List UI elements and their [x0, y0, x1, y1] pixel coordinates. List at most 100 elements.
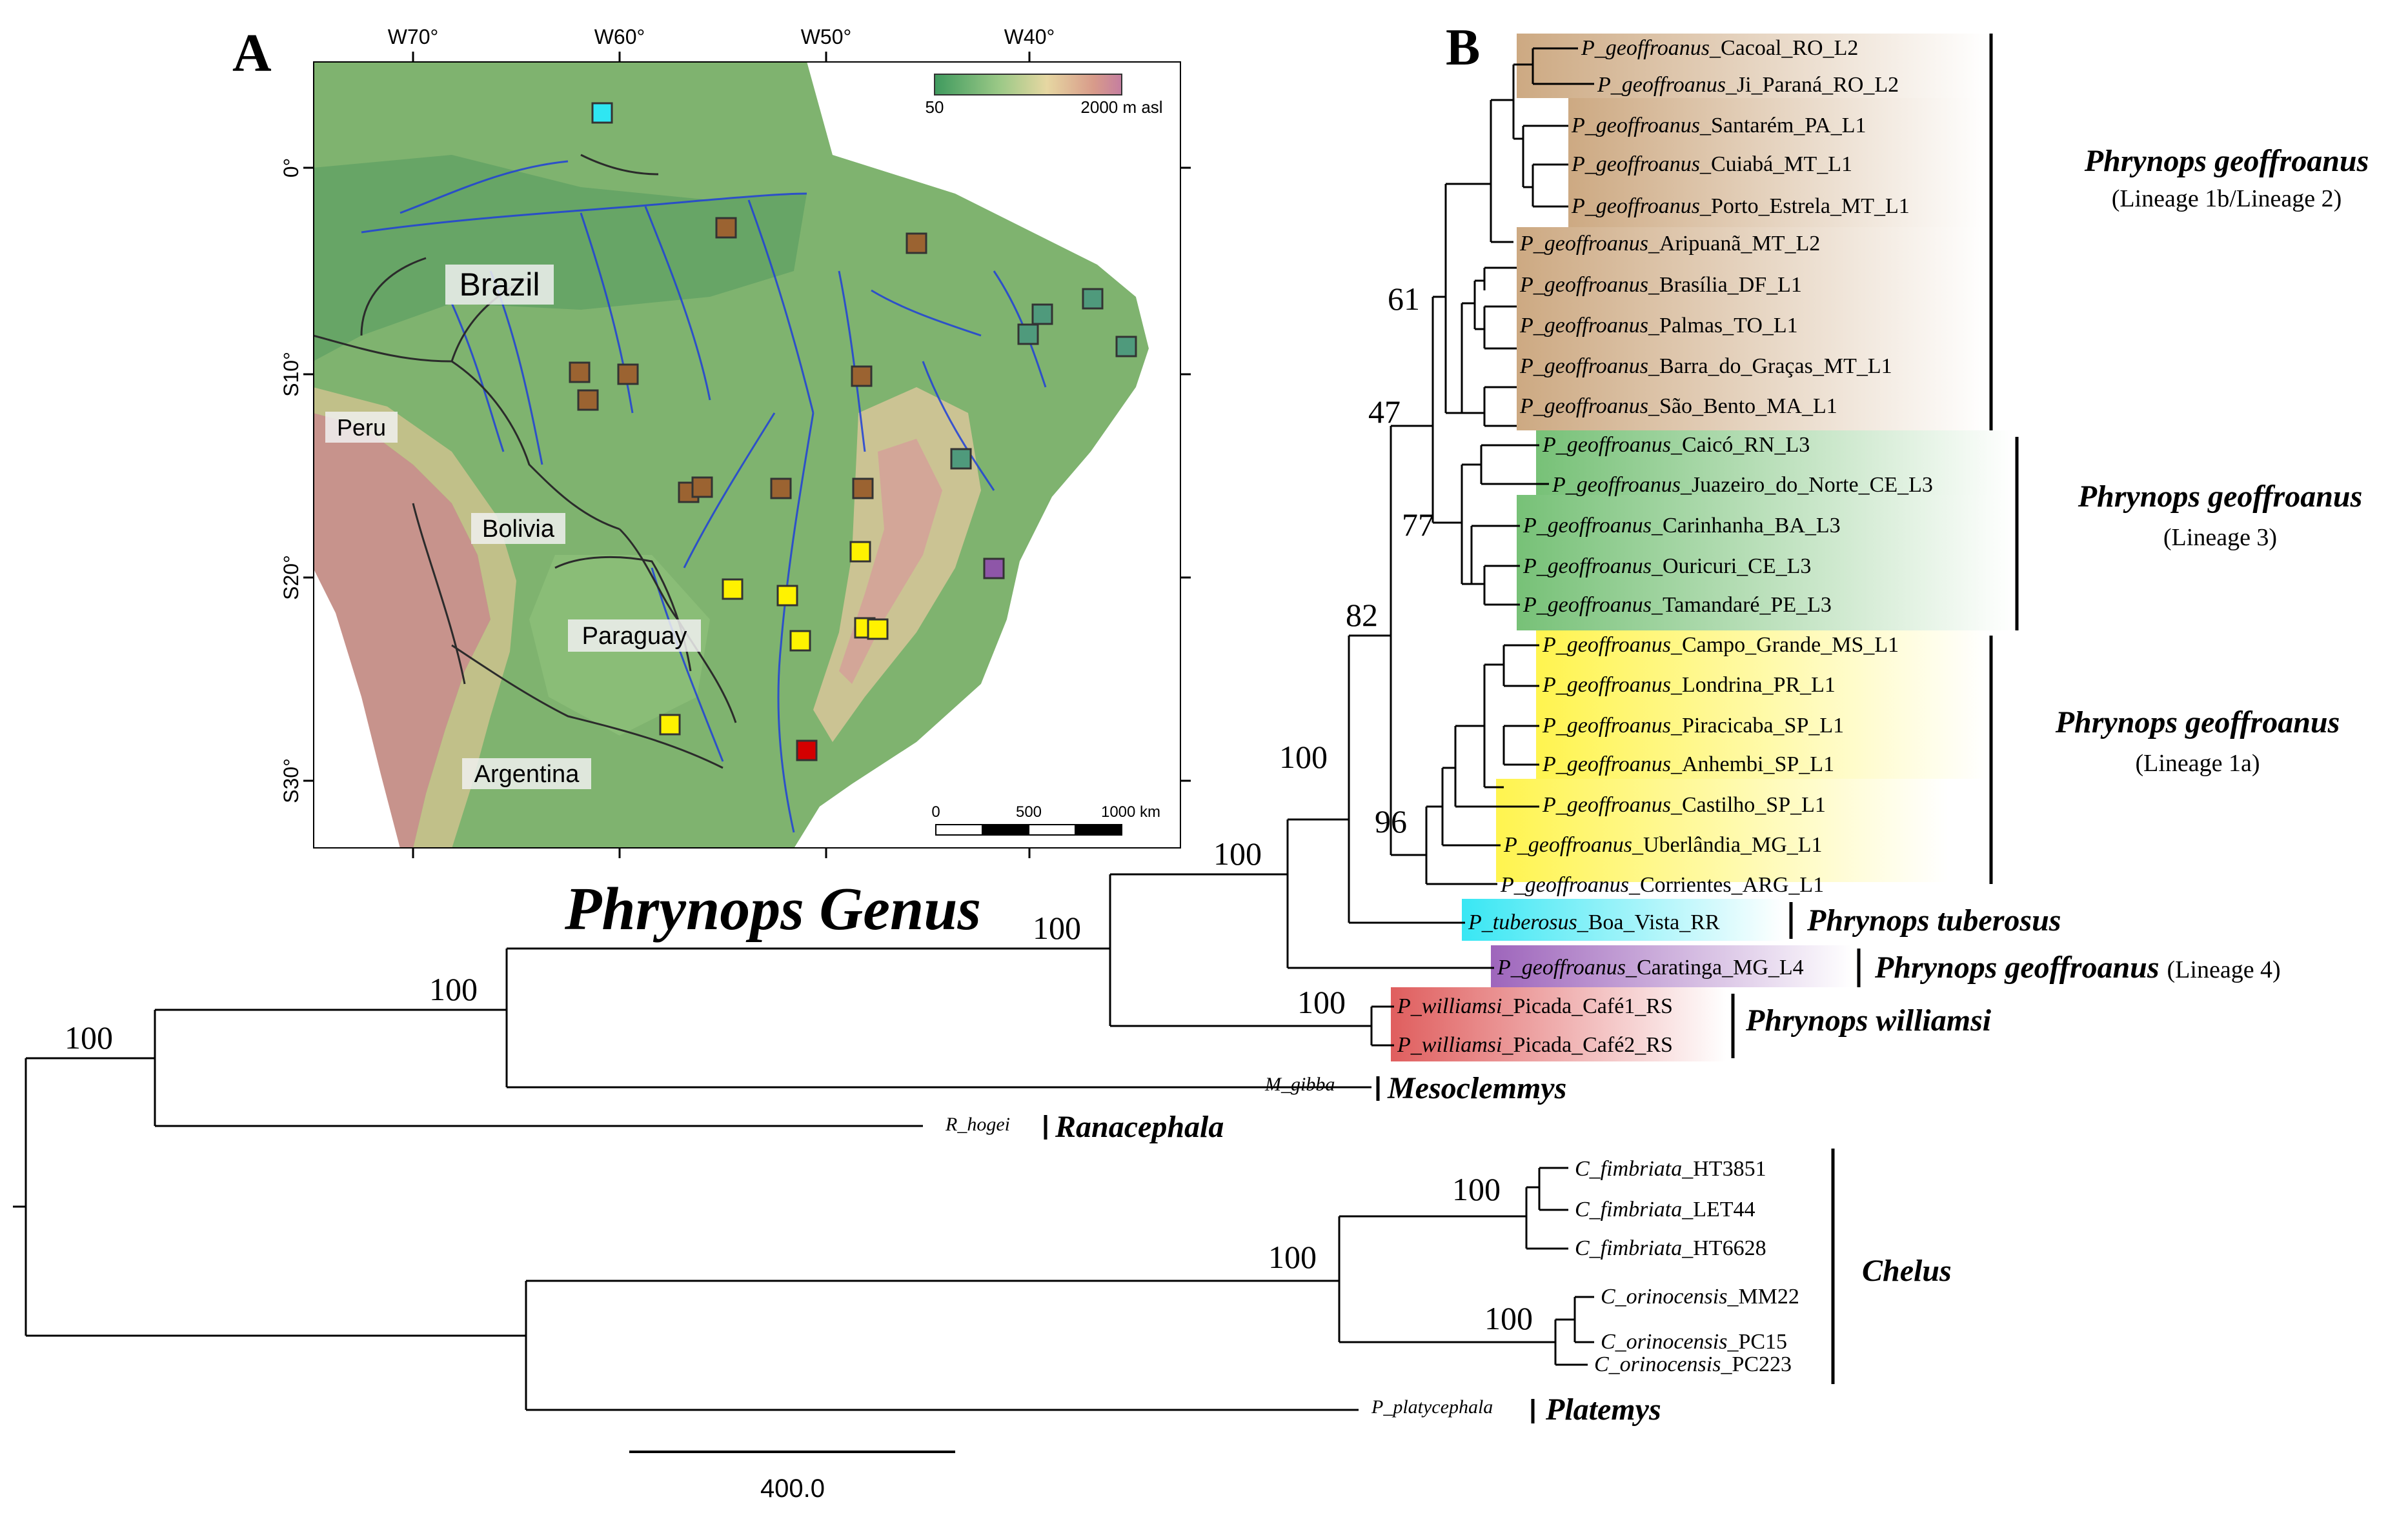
country-borders [313, 154, 737, 769]
genus-title: Phrynops Genus [564, 876, 981, 943]
sample-marker-yellow [849, 541, 871, 563]
clade-sub-lineage-1b2: (Lineage 1b/Lineage 2) [2112, 185, 2342, 212]
map-panel: A [232, 23, 1191, 858]
tip-label: C_orinocensis_PC15 [1601, 1330, 1787, 1354]
sample-marker-green [1115, 336, 1137, 357]
clade-sub-lineage-3: (Lineage 3) [2163, 524, 2277, 551]
tip-label: C_fimbriata_LET44 [1575, 1198, 1755, 1221]
support-value: 61 [1388, 281, 1420, 317]
clade-name-tuberosus: Phrynops tuberosus [1806, 903, 2061, 938]
country-label-peru: Peru [337, 414, 386, 441]
support-value: 96 [1375, 803, 1407, 839]
support-value: 100 [1213, 836, 1262, 872]
tip-label: P_williamsi_Picada_Café2_RS [1397, 1033, 1673, 1057]
clade-sub-lineage-1a: (Lineage 1a) [2135, 750, 2260, 777]
sample-marker-brown [770, 477, 792, 499]
tip-label: P_geoffroanus_Londrina_PR_L1 [1542, 673, 1836, 697]
support-value: 100 [1033, 910, 1081, 946]
lon-tick-label: W50° [801, 25, 852, 48]
tip-label: P_geoffroanus_Castilho_SP_L1 [1542, 793, 1826, 817]
tip-label: P_geoffroanus_Santarém_PA_L1 [1571, 114, 1866, 137]
highlight-lineage-1b2 [1568, 98, 1988, 227]
sample-marker-green [1017, 323, 1039, 345]
tree-scalebar: 400.0 [629, 1451, 955, 1503]
highlight-tuberosus [1462, 899, 1785, 941]
pacific-ocean [313, 568, 400, 849]
clade-name-mesoclemmys: Mesoclemmys [1387, 1071, 1566, 1105]
tip-label: P_geoffroanus_Ouricuri_CE_L3 [1523, 554, 1811, 578]
tree-scale-label: 400.0 [760, 1474, 825, 1503]
clade-name-ranacephala: Ranacephala [1055, 1110, 1224, 1144]
andes-foothills [313, 387, 516, 849]
support-value: 100 [1268, 1239, 1317, 1275]
tip-label: P_geoffroanus_Barra_do_Graças_MT_L1 [1519, 354, 1892, 378]
scalebar-label: 1000 km [1101, 803, 1160, 821]
support-value: 100 [65, 1020, 113, 1056]
support-value: 100 [1297, 984, 1346, 1020]
lon-tick-label: W70° [388, 25, 439, 48]
map-ticks [303, 52, 1191, 858]
sample-marker-brown [569, 361, 591, 383]
tip-label: P_geoffroanus_Porto_Estrela_MT_L1 [1571, 194, 1910, 218]
elevation-max-label: 2000 m asl [1080, 97, 1162, 117]
highlight-lineage-1a [1536, 630, 1988, 779]
sample-marker-yellow [776, 585, 798, 607]
panel-letter-b: B [1446, 19, 1480, 76]
amazon-lowlands [313, 155, 807, 361]
longitude-labels: W70° W60° W50° W40° [388, 25, 1055, 48]
sample-marker-brown [852, 477, 874, 499]
highlight-lineage-3 [1517, 495, 2014, 630]
sample-marker-yellow [722, 578, 744, 600]
tip-label: P_geoffroanus_Tamandaré_PE_L3 [1523, 593, 1832, 617]
sample-marker-yellow [789, 630, 811, 652]
support-value: 100 [1452, 1171, 1501, 1207]
sample-marker-brown [617, 363, 639, 385]
clade-name-platemys: Platemys [1545, 1392, 1661, 1427]
lat-tick-label: 0° [279, 158, 303, 178]
tip-label: P_geoffroanus_Campo_Grande_MS_L1 [1542, 633, 1899, 657]
sample-marker-green [1082, 288, 1104, 310]
sample-markers [569, 102, 1137, 761]
map-scalebar: 0 500 1000 km [931, 803, 1160, 836]
highlight-lineage-4 [1491, 945, 1852, 987]
tip-label: P_geoffroanus_Ji_Paraná_RO_L2 [1597, 73, 1899, 97]
support-value: 100 [1279, 739, 1328, 775]
sample-marker-red [796, 739, 818, 761]
support-value: 100 [1484, 1300, 1533, 1336]
sample-marker-brown [691, 476, 713, 498]
tip-label: C_orinocensis_MM22 [1601, 1285, 1799, 1309]
clade-sub-lineage-4: (Lineage 4) [2167, 956, 2281, 983]
lon-tick-label: W40° [1004, 25, 1055, 48]
tree-panel: B Phrynops Genus [13, 19, 2369, 1503]
tip-label: C_orinocensis_PC223 [1594, 1352, 1792, 1376]
lon-tick-label: W60° [594, 25, 645, 48]
sample-marker-brown [906, 232, 927, 254]
lat-tick-label: S30° [279, 758, 303, 803]
clade-highlights [1391, 34, 2014, 1061]
tip-label: P_geoffroanus_Caratinga_MG_L4 [1497, 956, 1804, 980]
tip-label: P_geoffroanus_Aripuanã_MT_L2 [1519, 232, 1820, 256]
sample-marker-yellow [659, 714, 681, 736]
clade-name-lineage-1a: Phrynops geoffroanus [2055, 705, 2340, 739]
support-values: 61 47 77 82 96 100 100 100 100 100 100 1… [65, 281, 1533, 1336]
atlantic-ocean [794, 61, 1181, 849]
clade-name-lineage-4-name: Phrynops geoffroanus [1874, 950, 2160, 985]
sample-marker-green [950, 448, 972, 470]
tip-label: P_geoffroanus_Cacoal_RO_L2 [1581, 36, 1858, 60]
lat-tick-label: S10° [279, 352, 303, 397]
tip-label: R_hogei [945, 1114, 1010, 1135]
country-label-argentina: Argentina [474, 761, 580, 788]
tip-label: P_geoffroanus_Cuiabá_MT_L1 [1571, 152, 1852, 176]
clade-bars [1044, 34, 2019, 1423]
support-value: 100 [429, 971, 478, 1007]
highlight-lineage-1a [1496, 779, 1948, 882]
clade-labels: Phrynops geoffroanus (Lineage 1b/Lineage… [1055, 144, 2369, 1427]
country-label-bolivia: Bolivia [482, 516, 555, 543]
river-network [361, 160, 1047, 833]
highlight-lineage-1b2 [1517, 34, 1988, 98]
country-labels: Brazil Peru Bolivia Paraguay Argentina [325, 265, 701, 789]
support-value: 82 [1346, 597, 1378, 633]
tip-label: P_geoffroanus_Anhembi_SP_L1 [1542, 752, 1834, 776]
clade-name-lineage-1b2: Phrynops geoffroanus [2084, 144, 2369, 178]
